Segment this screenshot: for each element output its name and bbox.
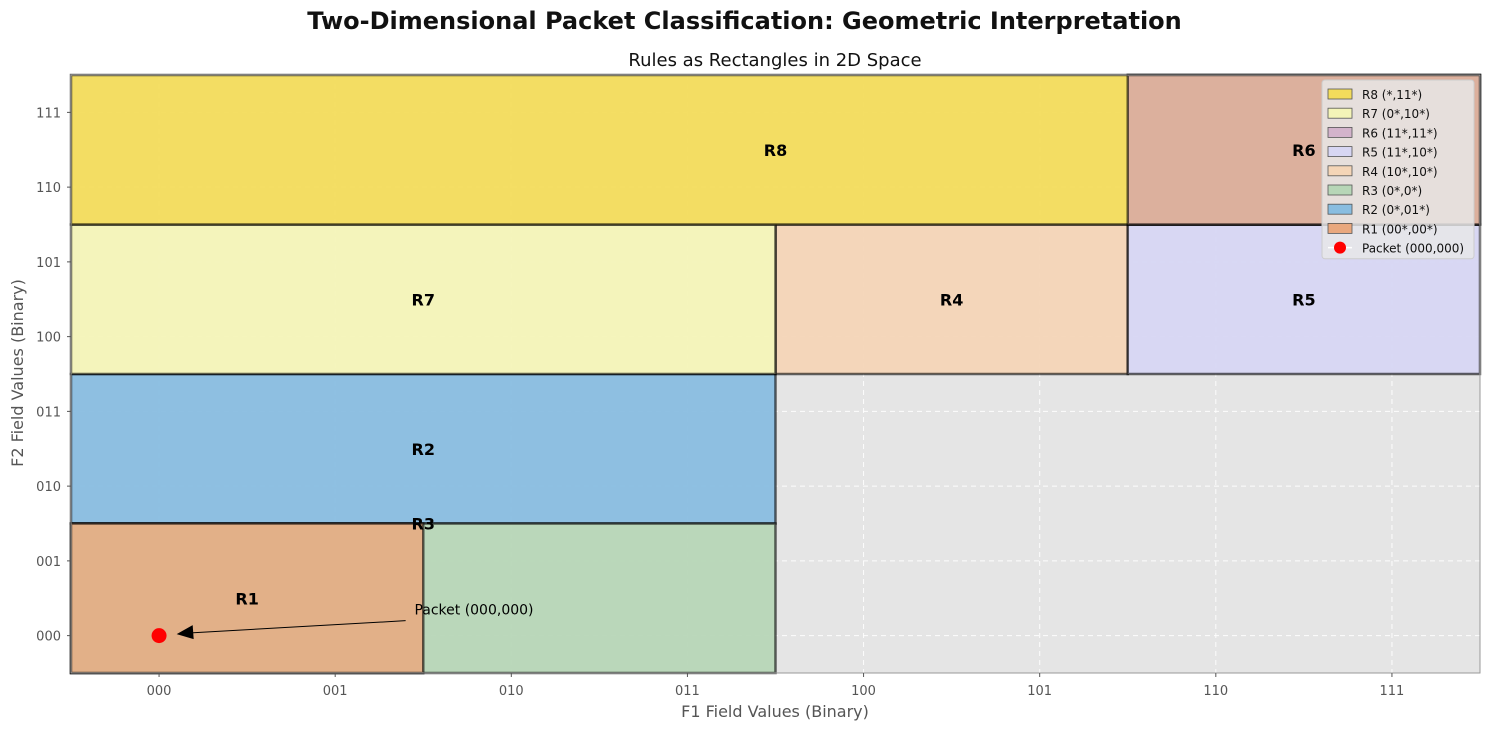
rule-rect-r2 [69, 372, 777, 525]
annotation-text: Packet (000,000) [414, 602, 533, 618]
legend-swatch-r8 [1327, 88, 1353, 100]
legend-entry-r5: R5 (11*,10*) [1362, 146, 1438, 160]
rule-label-r3: R3 [412, 515, 435, 534]
legend-swatch-r5 [1327, 146, 1353, 158]
rule-label-r6: R6 [1292, 141, 1315, 160]
y-axis-label: F2 Field Values (Binary) [8, 279, 27, 467]
x-tick-label: 100 [851, 684, 876, 699]
y-tick-label: 000 [36, 630, 61, 645]
legend-box [1321, 79, 1475, 260]
x-axis-label: F1 Field Values (Binary) [681, 702, 869, 721]
y-tick-label: 101 [36, 256, 61, 271]
rule-label-r7: R7 [412, 290, 435, 309]
legend: R8 (*,11*) R7 (0*,10*) R6 (11*,11*) R5 (11*… [1321, 79, 1475, 260]
x-tick-label: 101 [1027, 684, 1052, 699]
x-tick-label: 001 [323, 684, 348, 699]
rule-rect-r7 [69, 223, 777, 376]
rule-label-r5: R5 [1292, 290, 1315, 309]
x-tick-label: 110 [1203, 684, 1228, 699]
y-tick-label: 110 [36, 181, 61, 196]
x-tick-label: 000 [147, 684, 172, 699]
legend-entry-r8: R8 (*,11*) [1362, 88, 1422, 102]
legend-swatch-r4 [1327, 165, 1353, 177]
x-axis-ticks: 000 001 010 011 100 101 110 111 [147, 673, 1405, 699]
legend-swatch-r7 [1327, 107, 1353, 119]
y-tick-label: 001 [36, 555, 61, 570]
legend-packet-marker [1334, 241, 1346, 254]
overlap-r1-r3 [69, 522, 425, 675]
y-tick-label: 111 [36, 106, 61, 121]
y-tick-label: 100 [36, 331, 61, 346]
legend-entry-r4: R4 (10*,10*) [1362, 165, 1438, 179]
plot-border [70, 74, 1481, 674]
axes-subtitle: Rules as Rectangles in 2D Space [628, 50, 921, 71]
legend-swatch-r3 [1327, 184, 1353, 196]
packet-point [151, 628, 167, 644]
legend-entry-r1: R1 (00*,00*) [1362, 222, 1438, 236]
legend-entry-r3: R3 (0*,0*) [1362, 184, 1422, 198]
legend-entry-r6: R6 (11*,11*) [1362, 126, 1438, 140]
annotation-arrow-line [186, 620, 406, 634]
y-axis-ticks: 000 001 010 011 100 101 110 111 [36, 106, 71, 645]
figure-title: Two-Dimensional Packet Classification: G… [307, 7, 1182, 35]
rule-label-r8: R8 [764, 141, 787, 160]
rule-labels: R1 R2 R3 R4 R5 R6 R7 R8 [235, 141, 1315, 609]
x-tick-label: 011 [675, 684, 700, 699]
rule-rect-r4 [774, 223, 1129, 376]
rule-label-r2: R2 [412, 440, 435, 459]
legend-entry-packet: Packet (000,000) [1362, 242, 1464, 256]
legend-entry-r7: R7 (0*,10*) [1362, 107, 1430, 121]
plot-area: R1 R2 R3 R4 R5 R6 R7 R8 Packet (000,000) [69, 73, 1482, 675]
y-tick-label: 011 [36, 405, 61, 420]
legend-swatch-r2 [1327, 203, 1353, 215]
annotation-arrowhead [176, 625, 194, 640]
rule-label-r1: R1 [235, 589, 258, 608]
legend-swatch-r1 [1327, 222, 1353, 234]
x-tick-label: 111 [1380, 684, 1405, 699]
rule-label-r4: R4 [940, 290, 963, 309]
legend-swatch-r6 [1327, 127, 1353, 138]
y-tick-label: 010 [36, 480, 61, 495]
x-tick-label: 010 [499, 684, 524, 699]
legend-entry-r2: R2 (0*,01*) [1362, 203, 1430, 217]
